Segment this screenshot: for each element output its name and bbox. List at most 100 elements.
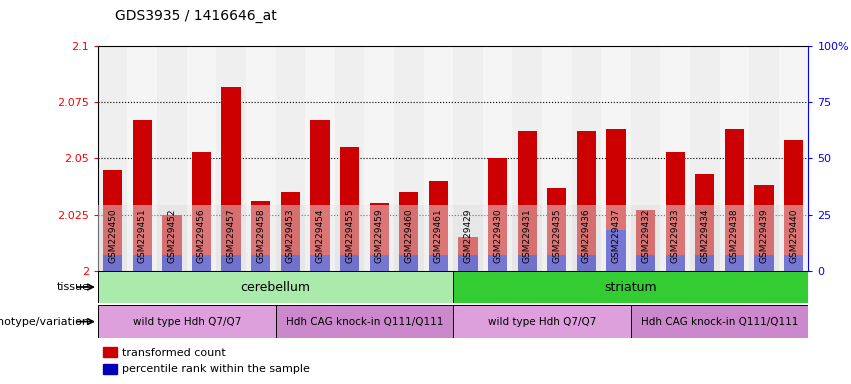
Text: GSM229431: GSM229431 bbox=[523, 209, 532, 263]
Bar bbox=[221, 255, 241, 271]
Bar bbox=[246, 46, 276, 271]
Bar bbox=[276, 205, 306, 271]
Text: wild type Hdh Q7/Q7: wild type Hdh Q7/Q7 bbox=[488, 316, 597, 327]
Text: GSM229429: GSM229429 bbox=[464, 209, 472, 263]
Text: GSM229432: GSM229432 bbox=[641, 209, 650, 263]
Bar bbox=[601, 46, 631, 271]
Text: GSM229438: GSM229438 bbox=[730, 209, 739, 263]
Bar bbox=[488, 255, 507, 271]
Bar bbox=[276, 305, 453, 338]
Text: GSM229461: GSM229461 bbox=[434, 209, 443, 263]
Bar bbox=[517, 131, 537, 271]
Bar bbox=[186, 205, 216, 271]
Text: GSM229453: GSM229453 bbox=[286, 209, 294, 263]
Bar bbox=[725, 129, 744, 271]
Bar bbox=[517, 255, 537, 271]
Bar bbox=[665, 255, 685, 271]
Bar bbox=[660, 205, 690, 271]
Bar bbox=[755, 185, 774, 271]
Bar bbox=[607, 230, 625, 271]
Text: Hdh CAG knock-in Q111/Q111: Hdh CAG knock-in Q111/Q111 bbox=[286, 316, 443, 327]
Bar bbox=[660, 46, 690, 271]
Text: GSM229451: GSM229451 bbox=[138, 209, 146, 263]
Bar bbox=[453, 46, 483, 271]
Bar bbox=[695, 255, 715, 271]
Text: GSM229457: GSM229457 bbox=[226, 209, 236, 263]
Bar bbox=[133, 120, 151, 271]
Bar bbox=[399, 192, 419, 271]
Text: GDS3935 / 1416646_at: GDS3935 / 1416646_at bbox=[115, 9, 277, 23]
Bar bbox=[755, 255, 774, 271]
Bar bbox=[311, 255, 329, 271]
Bar bbox=[306, 46, 334, 271]
Bar bbox=[216, 46, 246, 271]
Bar bbox=[547, 188, 567, 271]
Bar bbox=[547, 255, 567, 271]
Bar bbox=[542, 46, 572, 271]
Text: cerebellum: cerebellum bbox=[241, 281, 311, 293]
Bar bbox=[784, 141, 803, 271]
Bar bbox=[163, 215, 181, 271]
Bar bbox=[364, 205, 394, 271]
Bar bbox=[690, 46, 720, 271]
Bar bbox=[98, 46, 128, 271]
Bar bbox=[216, 205, 246, 271]
Bar bbox=[453, 271, 808, 303]
Bar bbox=[453, 305, 631, 338]
Bar bbox=[636, 255, 655, 271]
Bar bbox=[394, 46, 424, 271]
Bar bbox=[483, 205, 512, 271]
Bar bbox=[340, 147, 359, 271]
Bar bbox=[459, 255, 477, 271]
Bar bbox=[720, 46, 749, 271]
Bar bbox=[186, 46, 216, 271]
Text: GSM229450: GSM229450 bbox=[108, 209, 117, 263]
Bar bbox=[103, 170, 123, 271]
Bar bbox=[369, 204, 389, 271]
Bar bbox=[779, 46, 808, 271]
Bar bbox=[779, 205, 808, 271]
Bar bbox=[246, 205, 276, 271]
Text: GSM229440: GSM229440 bbox=[789, 209, 798, 263]
Bar bbox=[133, 255, 151, 271]
Bar bbox=[98, 305, 276, 338]
Text: tissue: tissue bbox=[56, 282, 89, 292]
Text: GSM229454: GSM229454 bbox=[316, 209, 324, 263]
Bar bbox=[157, 46, 186, 271]
Bar bbox=[459, 237, 477, 271]
Text: GSM229436: GSM229436 bbox=[582, 209, 591, 263]
Text: GSM229455: GSM229455 bbox=[345, 209, 354, 263]
Bar bbox=[784, 255, 803, 271]
Text: Hdh CAG knock-in Q111/Q111: Hdh CAG knock-in Q111/Q111 bbox=[641, 316, 798, 327]
Text: GSM229456: GSM229456 bbox=[197, 209, 206, 263]
Text: GSM229433: GSM229433 bbox=[671, 209, 680, 263]
Bar bbox=[98, 205, 128, 271]
Bar bbox=[251, 255, 271, 271]
Bar bbox=[695, 174, 715, 271]
Bar bbox=[690, 205, 720, 271]
Text: GSM229459: GSM229459 bbox=[374, 209, 384, 263]
Bar bbox=[631, 305, 808, 338]
Bar bbox=[334, 46, 364, 271]
Bar bbox=[607, 129, 625, 271]
Bar bbox=[311, 120, 329, 271]
Text: GSM229430: GSM229430 bbox=[493, 209, 502, 263]
Bar bbox=[631, 46, 660, 271]
Bar bbox=[340, 255, 359, 271]
Bar bbox=[424, 46, 453, 271]
Bar bbox=[424, 205, 453, 271]
Bar bbox=[429, 255, 448, 271]
Bar bbox=[191, 152, 211, 271]
Text: GSM229452: GSM229452 bbox=[168, 209, 176, 263]
Bar bbox=[749, 46, 779, 271]
Bar bbox=[483, 46, 512, 271]
Legend: transformed count, percentile rank within the sample: transformed count, percentile rank withi… bbox=[104, 347, 310, 374]
Text: GSM229460: GSM229460 bbox=[404, 209, 414, 263]
Bar bbox=[572, 46, 601, 271]
Bar bbox=[577, 131, 596, 271]
Bar bbox=[364, 46, 394, 271]
Bar bbox=[334, 205, 364, 271]
Bar bbox=[636, 210, 655, 271]
Bar bbox=[399, 255, 419, 271]
Text: GSM229458: GSM229458 bbox=[256, 209, 266, 263]
